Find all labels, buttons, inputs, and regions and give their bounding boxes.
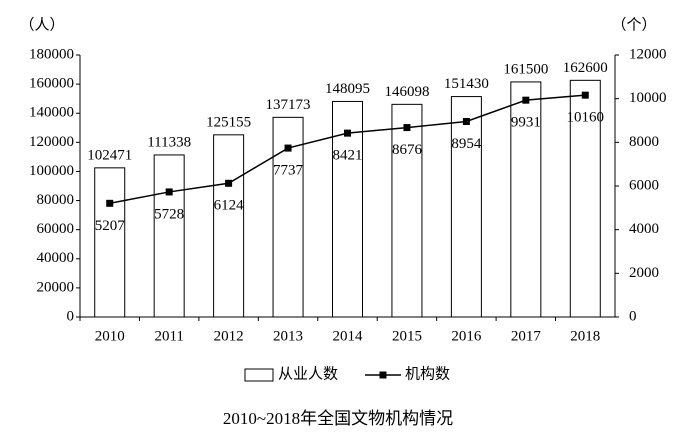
line-marker	[284, 144, 292, 152]
y2-tick-label: 4000	[629, 221, 659, 237]
legend-swatch	[244, 368, 274, 382]
line-marker	[165, 188, 173, 196]
bar-value-label: 162600	[563, 60, 608, 76]
line-marker	[462, 118, 470, 126]
y-tick-label: 120000	[29, 134, 74, 150]
x-tick-label: 2013	[273, 328, 303, 344]
bar-value-label: 111338	[147, 134, 191, 150]
line-marker	[344, 129, 351, 137]
line-value-label: 5207	[95, 218, 126, 234]
line-value-label: 8954	[451, 136, 482, 152]
y2-tick-label: 2000	[629, 265, 659, 281]
x-tick-label: 2018	[570, 328, 600, 344]
line-marker	[581, 91, 589, 99]
y-axis-label: （人）	[19, 16, 64, 33]
y2-tick-label: 8000	[629, 134, 659, 150]
bar-value-label: 151430	[444, 76, 489, 92]
line-value-label: 8676	[392, 142, 423, 158]
legend-label: 机构数	[405, 365, 450, 382]
y-tick-label: 80000	[37, 192, 75, 208]
bar	[391, 103, 423, 318]
y2-axis-label: （个）	[611, 16, 656, 33]
bar-value-label: 146098	[384, 84, 429, 100]
bar	[332, 100, 363, 318]
x-tick-label: 2012	[214, 328, 244, 344]
y-tick-label: 140000	[29, 105, 74, 121]
y2-tick-label: 12000	[629, 46, 667, 62]
line-value-label: 7737	[273, 163, 304, 179]
bar	[153, 154, 185, 318]
x-tick-label: 2011	[154, 328, 183, 344]
y-tick-label: 160000	[29, 76, 74, 92]
bar	[510, 81, 542, 318]
bar-value-label: 102471	[87, 147, 132, 163]
bar-value-label: 137173	[266, 97, 311, 113]
bar-value-label: 125155	[206, 114, 251, 130]
bar	[569, 79, 601, 318]
line-value-label: 8421	[333, 148, 363, 164]
bar	[450, 96, 482, 318]
line-value-label: 5728	[154, 206, 184, 222]
line-marker	[522, 96, 530, 104]
chart-title: 2010~2018年全国文物机构情况	[223, 409, 453, 428]
y-tick-label: 180000	[29, 46, 74, 62]
y-tick-label: 100000	[29, 163, 74, 179]
y-tick-label: 0	[67, 308, 75, 324]
line-value-label: 9931	[511, 115, 541, 131]
x-tick-label: 2010	[95, 328, 125, 344]
bar	[94, 167, 126, 318]
y-tick-label: 20000	[37, 279, 75, 295]
x-tick-label: 2016	[451, 328, 482, 344]
bar	[213, 134, 245, 318]
y2-tick-label: 6000	[629, 177, 659, 193]
line-value-label: 6124	[214, 198, 245, 214]
line-marker	[106, 199, 114, 207]
bar-value-label: 148095	[325, 81, 370, 97]
line-value-label: 10160	[567, 110, 605, 126]
line-marker	[403, 124, 411, 132]
y-tick-label: 60000	[37, 221, 75, 237]
legend-swatch	[379, 371, 387, 379]
bar-value-label: 161500	[503, 61, 548, 77]
legend-label: 从业人数	[278, 365, 338, 382]
x-tick-label: 2014	[333, 328, 364, 344]
x-tick-label: 2015	[392, 328, 422, 344]
y2-tick-label: 10000	[629, 90, 667, 106]
line-marker	[225, 179, 233, 187]
y-tick-label: 40000	[37, 250, 75, 266]
y2-tick-label: 0	[629, 308, 637, 324]
x-tick-label: 2017	[511, 328, 542, 344]
